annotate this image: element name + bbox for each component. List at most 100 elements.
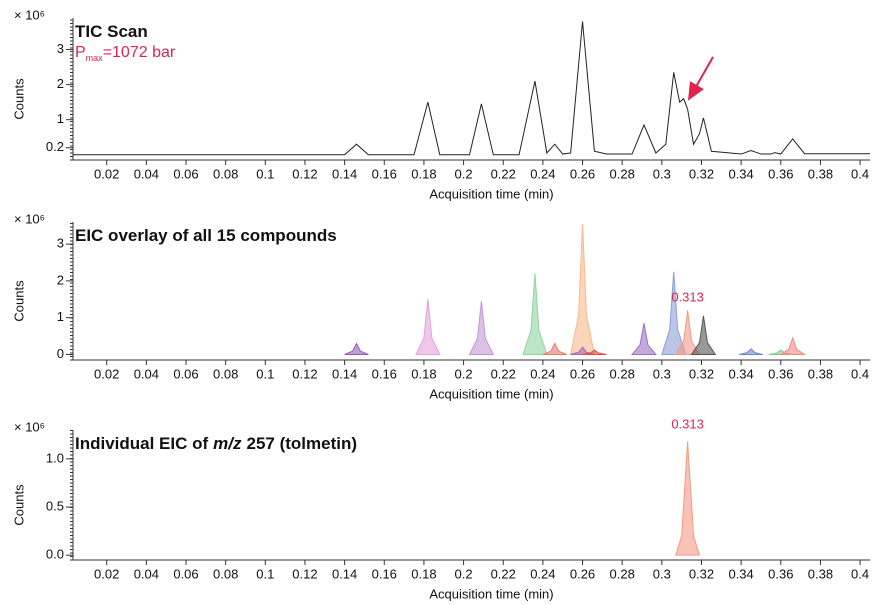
x-tick-label: 0.26: [570, 566, 595, 581]
x-tick-label: 0.28: [610, 166, 635, 181]
x-tick-label: 0.02: [94, 566, 119, 581]
x-tick-label: 0.24: [530, 366, 555, 381]
x-tick-label: 0.06: [173, 566, 198, 581]
x-tick-label: 0.16: [372, 166, 397, 181]
peak-label: 0.313: [671, 416, 704, 431]
x-tick-label: 0.16: [372, 366, 397, 381]
x-tick-label: 0.3: [653, 566, 671, 581]
x-tick-label: 0.38: [808, 566, 833, 581]
x-tick-label: 0.1: [256, 166, 274, 181]
x-tick-label: 0.2: [455, 366, 473, 381]
x-tick-label: 0.18: [411, 566, 436, 581]
y-multiplier: × 10⁶: [14, 7, 45, 22]
y-tick-label: 1: [57, 309, 64, 324]
x-tick-label: 0.04: [134, 566, 159, 581]
x-tick-label: 0.4: [851, 366, 869, 381]
pressure-label: Pmax=1072 bar: [75, 44, 176, 63]
title-italic: m/z: [213, 434, 242, 453]
x-tick-label: 0.38: [808, 166, 833, 181]
peak-area: [582, 349, 607, 355]
x-tick-label: 0.1: [256, 566, 274, 581]
x-tick-label: 0.36: [768, 566, 793, 581]
peak-label: 0.313: [671, 289, 704, 304]
y-tick-label: 0.5: [46, 498, 64, 513]
x-tick-label: 0.14: [332, 166, 357, 181]
x-tick-label: 0.26: [570, 166, 595, 181]
peak-area: [675, 441, 700, 556]
x-tick-label: 0.32: [689, 166, 714, 181]
y-tick-label: 3: [57, 236, 64, 251]
y-multiplier: × 10⁶: [14, 419, 45, 434]
chart-title: Individual EIC of m/z 257 (tolmetin): [75, 434, 357, 453]
y-axis-label: Counts: [11, 484, 26, 526]
x-tick-label: 0.24: [530, 166, 555, 181]
peak-area: [570, 223, 596, 355]
x-tick-label: 0.24: [530, 566, 555, 581]
x-tick-label: 0.02: [94, 366, 119, 381]
x-tick-label: 0.28: [610, 566, 635, 581]
x-tick-label: 0.36: [768, 366, 793, 381]
x-tick-label: 0.34: [728, 566, 753, 581]
x-tick-label: 0.16: [372, 566, 397, 581]
pressure-symbol: P: [75, 44, 86, 61]
x-tick-label: 0.06: [173, 366, 198, 381]
peak-area: [631, 323, 657, 355]
x-tick-label: 0.36: [768, 166, 793, 181]
peak-area: [522, 273, 548, 355]
arrow: [688, 56, 714, 101]
x-tick-label: 0.32: [689, 566, 714, 581]
x-tick-label: 0.28: [610, 366, 635, 381]
peak-area: [415, 299, 441, 355]
x-tick-label: 0.04: [134, 166, 159, 181]
peak-area: [542, 342, 567, 355]
y-tick-label: 0: [57, 346, 64, 361]
peak-area: [690, 315, 717, 355]
x-tick-label: 0.38: [808, 366, 833, 381]
x-tick-label: 0.34: [728, 166, 753, 181]
y-axis-label: Counts: [11, 78, 26, 120]
y-tick-label: 2: [57, 272, 64, 287]
x-tick-label: 0.4: [851, 566, 869, 581]
y-tick-label: 1: [57, 111, 64, 126]
x-tick-label: 0.32: [689, 366, 714, 381]
x-tick-label: 0.04: [134, 366, 159, 381]
x-tick-label: 0.4: [851, 166, 869, 181]
pressure-subscript: max: [86, 53, 104, 63]
x-tick-label: 0.18: [411, 166, 436, 181]
x-tick-label: 0.3: [653, 366, 671, 381]
y-tick-label: 0.0: [46, 547, 64, 562]
x-tick-label: 0.2: [455, 166, 473, 181]
x-tick-label: 0.14: [332, 566, 357, 581]
chart-title: EIC overlay of all 15 compounds: [75, 226, 337, 245]
y-multiplier: × 10⁶: [14, 211, 45, 226]
peak-area: [661, 271, 687, 355]
x-tick-label: 0.22: [491, 166, 516, 181]
x-tick-label: 0.08: [213, 566, 238, 581]
x-tick-label: 0.22: [491, 566, 516, 581]
x-tick-label: 0.22: [491, 366, 516, 381]
title-rest: 257 (tolmetin): [247, 434, 358, 453]
y-tick-label: 3: [57, 41, 64, 56]
x-tick-label: 0.3: [653, 166, 671, 181]
y-tick-label: 0.2: [46, 139, 64, 154]
x-tick-label: 0.26: [570, 366, 595, 381]
title-text: Individual EIC of: [75, 434, 209, 453]
y-tick-label: 1.0: [46, 450, 64, 465]
x-tick-label: 0.12: [292, 166, 317, 181]
x-tick-label: 0.18: [411, 366, 436, 381]
y-tick-label: 2: [57, 76, 64, 91]
x-tick-label: 0.2: [455, 566, 473, 581]
x-tick-label: 0.06: [173, 166, 198, 181]
title-text: TIC Scan: [75, 22, 148, 41]
x-tick-label: 0.08: [213, 166, 238, 181]
x-axis-label: Acquisition time (min): [429, 386, 553, 401]
x-tick-label: 0.12: [292, 366, 317, 381]
title-text: EIC overlay of all 15 compounds: [75, 226, 337, 245]
trace-line: [73, 21, 870, 156]
pressure-text: =1072 bar: [103, 44, 176, 61]
x-tick-label: 0.1: [256, 366, 274, 381]
peak-area: [344, 342, 369, 355]
x-tick-label: 0.02: [94, 166, 119, 181]
x-tick-label: 0.12: [292, 566, 317, 581]
